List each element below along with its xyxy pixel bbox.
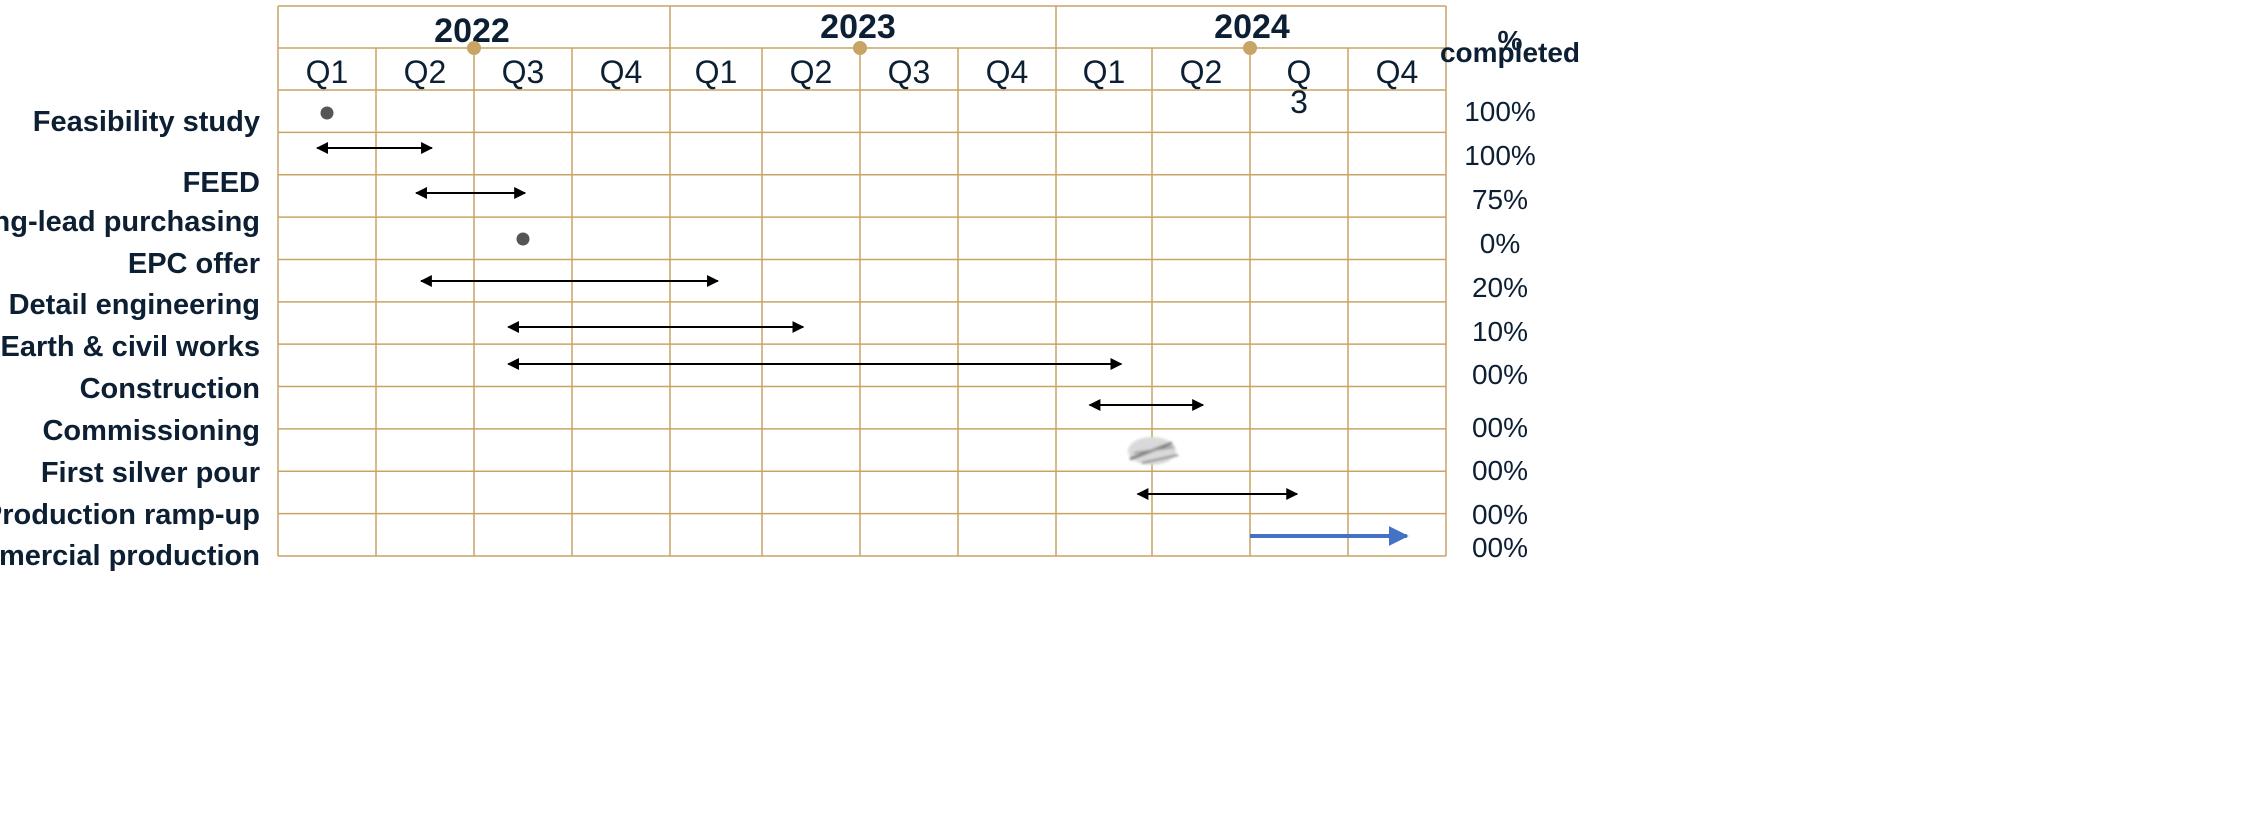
year-label: 2023 <box>820 8 896 46</box>
percent-value: 100% <box>1464 96 1536 127</box>
task-label: Commercial production <box>0 540 260 572</box>
year-label: 2024 <box>1214 8 1290 46</box>
quarter-label: Q4 <box>986 54 1029 90</box>
quarter-label: Q3 <box>502 54 545 90</box>
year-marker <box>1243 41 1257 55</box>
quarter-header: Q1 Q2 Q3 Q4 Q1 Q2 Q3 Q4 Q1 Q2 Q3 Q4 <box>306 54 1419 120</box>
task-label: Construction <box>80 373 260 405</box>
percent-header-label: completed <box>1440 37 1580 68</box>
year-marker <box>467 41 481 55</box>
quarter-label: Q3 <box>888 54 931 90</box>
quarter-label: Q2 <box>790 54 833 90</box>
quarter-label: Q2 <box>404 54 447 90</box>
task-label: EPC offer <box>128 248 260 280</box>
percent-value: 00% <box>1472 412 1528 443</box>
percent-value: 00% <box>1472 532 1528 563</box>
percent-header-symbol: % <box>1498 25 1523 56</box>
percent-value: 100% <box>1464 140 1536 171</box>
task-label: Detail engineering <box>9 289 260 321</box>
year-header: 2022 2023 2024 <box>434 8 1290 55</box>
percent-value: 00% <box>1472 359 1528 390</box>
percent-completed-column: %completed100%100%75%0%20%10%00%00%00%00… <box>1440 25 1580 563</box>
task-label: Feasibility study <box>33 106 260 138</box>
percent-value: 20% <box>1472 272 1528 303</box>
task-label: Earth & civil works <box>1 331 261 363</box>
quarter-label-continued: 3 <box>1290 84 1308 120</box>
quarter-label: Q4 <box>600 54 643 90</box>
percent-value: 00% <box>1472 499 1528 530</box>
task-labels: Feasibility study FEED Long-lead purchasin… <box>0 106 260 572</box>
task-bars <box>316 106 1409 546</box>
task-label: Commissioning <box>42 415 260 447</box>
milestone-marker <box>516 232 530 246</box>
quarter-label: Q1 <box>695 54 738 90</box>
quarter-label: Q1 <box>306 54 349 90</box>
percent-value: 10% <box>1472 316 1528 347</box>
milestone-smudge-marker <box>1128 437 1179 465</box>
task-label: First silver pour <box>41 457 260 489</box>
percent-value: 75% <box>1472 184 1528 215</box>
percent-value: 00% <box>1472 455 1528 486</box>
task-label: Long-lead purchasing <box>0 206 260 238</box>
task-label: FEED <box>183 167 260 199</box>
quarter-label: Q1 <box>1083 54 1126 90</box>
quarter-label: Q <box>1287 54 1312 90</box>
year-marker <box>853 41 867 55</box>
percent-value: 0% <box>1480 228 1520 259</box>
quarter-label: Q2 <box>1180 54 1223 90</box>
milestone-marker <box>320 106 334 120</box>
quarter-label: Q4 <box>1376 54 1419 90</box>
task-label: Production ramp-up <box>0 499 260 531</box>
